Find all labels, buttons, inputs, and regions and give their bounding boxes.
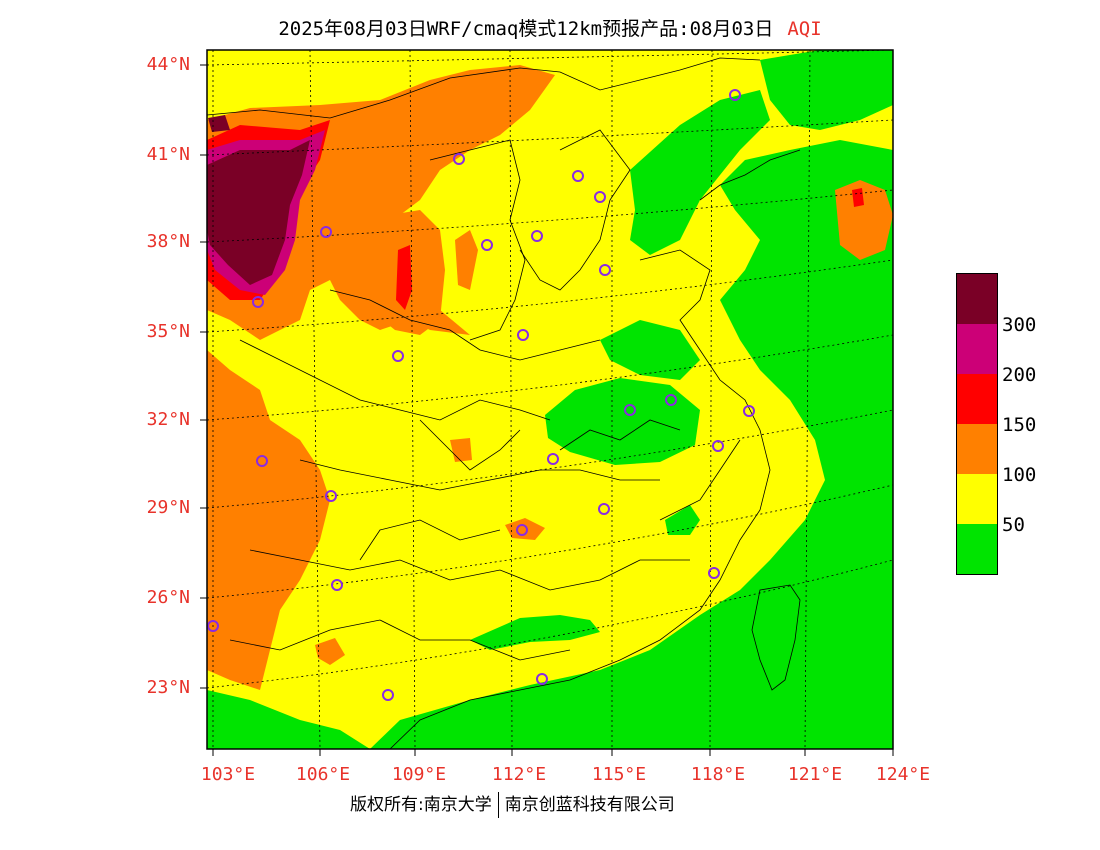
aqi-layer-good-coast	[600, 320, 700, 380]
aqi-legend	[956, 273, 998, 575]
aqi-layer-hazardous	[207, 140, 310, 285]
lon-label: 115°E	[591, 764, 647, 785]
city-marker	[252, 296, 264, 308]
legend-label: 50	[1002, 514, 1025, 536]
map-title: 2025年08月03日WRF/cmaq模式12km预报产品:08月03日 AQI	[0, 14, 1100, 41]
legend-swatch-unhealthy	[957, 374, 997, 424]
axis-ticks	[200, 64, 894, 756]
lat-label: 26°N	[146, 587, 190, 608]
footer-divider	[497, 792, 499, 818]
city-marker	[392, 350, 404, 362]
aqi-layer-unhealthy-ne-spot	[852, 188, 864, 207]
aqi-layer-good-ocean	[370, 50, 893, 749]
title-text: 2025年08月03日WRF/cmaq模式12km预报产品:08月03日	[278, 18, 774, 40]
lat-label: 44°N	[146, 54, 190, 75]
boundaries	[207, 57, 801, 749]
aqi-layer-unhealthy-sensitive-west	[207, 350, 330, 690]
aqi-layer-hazardous-spot	[208, 115, 230, 132]
legend-label: 200	[1002, 364, 1037, 386]
lat-label: 23°N	[146, 677, 190, 698]
city-marker	[481, 239, 493, 251]
lon-label: 118°E	[690, 764, 746, 785]
aqi-layer-good-east	[665, 505, 700, 535]
legend-swatch-very-unhealthy	[957, 324, 997, 374]
legend-swatch-unhealthy-sensitive	[957, 424, 997, 474]
city-marker	[382, 689, 394, 701]
aqi-layer-good-central	[545, 378, 700, 465]
lon-label: 121°E	[787, 764, 843, 785]
aqi-layer-good-northeast	[760, 50, 893, 130]
lon-label: 124°E	[875, 764, 931, 785]
legend-swatch-moderate	[957, 474, 997, 524]
city-marker	[712, 440, 724, 452]
city-marker	[256, 455, 268, 467]
city-marker	[708, 567, 720, 579]
aqi-layer-good-south-band	[470, 615, 600, 650]
city-marker	[572, 170, 584, 182]
lat-label: 32°N	[146, 409, 190, 430]
copyright-text: 版权所有:南京大学	[350, 795, 492, 815]
lat-label: 29°N	[146, 497, 190, 518]
map-frame	[206, 49, 894, 750]
lon-label: 106°E	[295, 764, 351, 785]
city-marker	[531, 230, 543, 242]
aqi-layer-good-north	[630, 90, 770, 255]
city-marker	[516, 524, 528, 536]
lat-label: 35°N	[146, 321, 190, 342]
lon-label: 103°E	[200, 764, 256, 785]
legend-label: 300	[1002, 314, 1037, 336]
city-marker	[594, 191, 606, 203]
city-marker	[536, 673, 548, 685]
lat-label: 38°N	[146, 231, 190, 252]
city-marker	[207, 620, 219, 632]
lon-label: 109°E	[391, 764, 447, 785]
aqi-fill-layers	[207, 50, 893, 749]
graticule	[207, 50, 893, 749]
lat-label: 41°N	[146, 144, 190, 165]
lon-label: 112°E	[491, 764, 547, 785]
aqi-layer-unhealthy-sensitive-spot1	[455, 230, 478, 290]
city-marker	[331, 579, 343, 591]
aqi-layer-unhealthy-sensitive-ne	[835, 180, 893, 260]
city-marker	[517, 329, 529, 341]
company-text: 南京创蓝科技有限公司	[504, 795, 675, 815]
city-marker	[325, 490, 337, 502]
aqi-layer-good-south-coast	[207, 690, 370, 749]
city-marker	[599, 264, 611, 276]
legend-swatch-hazardous	[957, 274, 997, 324]
city-marker	[624, 404, 636, 416]
city-marker	[320, 226, 332, 238]
aqi-layer-unhealthy-sensitive-spot3	[315, 638, 345, 665]
aqi-layer-unhealthy-strip	[396, 245, 412, 310]
city-marker	[598, 503, 610, 515]
aqi-layer-unhealthy-sensitive-spot2	[505, 518, 545, 540]
city-marker	[453, 153, 465, 165]
product-label: AQI	[787, 18, 822, 40]
city-marker	[547, 453, 559, 465]
city-marker	[729, 89, 741, 101]
city-marker	[743, 405, 755, 417]
legend-swatch-good	[957, 524, 997, 574]
city-marker	[665, 394, 677, 406]
city-markers	[207, 89, 755, 701]
legend-label: 100	[1002, 464, 1037, 486]
footer-credits: 版权所有:南京大学 南京创蓝科技有限公司	[350, 790, 750, 818]
legend-label: 150	[1002, 414, 1037, 436]
